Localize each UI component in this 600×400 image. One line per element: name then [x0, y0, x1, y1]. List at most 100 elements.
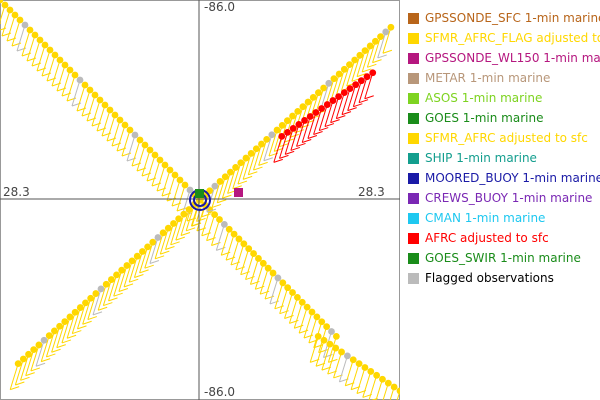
- wind-barb-staff: [51, 326, 61, 353]
- wind-barb-feather: [324, 123, 335, 128]
- wind-barb-staff: [126, 134, 136, 162]
- wind-barb-staff: [245, 253, 255, 280]
- observation-point: [279, 279, 287, 287]
- legend-swatch: [408, 152, 419, 164]
- wind-barb-staff: [16, 24, 26, 52]
- observation-point: [71, 308, 79, 316]
- wind-barb-staff: [87, 293, 97, 320]
- observation-point: [216, 178, 224, 185]
- wind-barb-staff: [185, 204, 195, 231]
- station-marker: [189, 188, 243, 211]
- observation-point: [237, 159, 245, 167]
- wind-barb-staff: [382, 382, 389, 400]
- wind-barb-feather: [242, 175, 253, 180]
- observation-point: [384, 379, 392, 387]
- observation-point: [166, 166, 174, 174]
- wind-barb-feather: [56, 344, 66, 349]
- observation-point: [344, 352, 351, 360]
- wind-barb-staff: [96, 104, 106, 132]
- observation-point: [16, 16, 24, 24]
- observation-point: [259, 259, 267, 267]
- wind-barb-staff: [215, 224, 225, 251]
- wind-barb-staff: [128, 256, 138, 283]
- observation-point: [159, 229, 167, 237]
- wind-barb-staff: [92, 288, 102, 316]
- observation-point: [255, 255, 262, 262]
- wind-barb-staff: [362, 371, 372, 398]
- wind-barb-staff: [227, 167, 237, 194]
- wind-barb-feather: [273, 158, 283, 163]
- wind-barb-feather: [341, 111, 352, 116]
- observation-point: [66, 66, 74, 74]
- wind-barb-feather: [129, 278, 139, 283]
- observation-point: [170, 220, 177, 227]
- observation-point: [102, 280, 110, 288]
- wind-barb-feather: [108, 297, 118, 302]
- observation-point: [11, 11, 19, 19]
- wind-barb-feather: [20, 376, 30, 381]
- wind-barb-staff: [175, 213, 185, 241]
- legend-swatch: [408, 32, 419, 44]
- wind-barb-staff: [309, 336, 319, 363]
- legend-label: METAR 1-min marine: [425, 71, 551, 85]
- wind-barb-feather: [98, 306, 108, 311]
- wind-barb-staff: [351, 55, 361, 82]
- wind-barb-staff: [321, 344, 331, 371]
- wind-barb-staff: [333, 351, 343, 379]
- wind-barb-staff: [66, 74, 76, 102]
- observation-point: [326, 340, 334, 348]
- wind-barb-feather: [61, 339, 72, 344]
- legend-item: ASOS 1-min marine: [408, 88, 600, 108]
- wind-barb-staff: [249, 258, 259, 285]
- wind-barb-staff: [372, 36, 382, 63]
- wind-barb-staff: [216, 176, 226, 203]
- wind-barb-staff: [289, 111, 299, 138]
- wind-barb-feather: [25, 372, 35, 377]
- observation-point: [96, 96, 104, 104]
- observation-point: [264, 264, 272, 272]
- wind-barb-staff: [220, 229, 230, 256]
- wind-barb-staff: [225, 233, 235, 261]
- wind-barb-staff: [273, 125, 283, 152]
- legend-label: GOES 1-min marine: [425, 111, 544, 125]
- wind-barb-staff: [116, 124, 126, 152]
- wind-barb-feather: [196, 217, 206, 222]
- wind-barb-staff: [45, 330, 55, 358]
- wind-barb-staff: [242, 153, 252, 180]
- observation-point: [332, 332, 340, 340]
- wind-barb-staff: [40, 335, 50, 362]
- wind-barb-staff: [341, 64, 350, 91]
- observation-point: [340, 65, 348, 73]
- wind-barb-staff: [237, 157, 247, 185]
- wind-barb-feather: [377, 54, 387, 59]
- wind-barb-feather: [123, 283, 134, 288]
- wind-barb-feather: [222, 194, 232, 199]
- observation-point: [116, 116, 124, 124]
- observation-point: [161, 161, 169, 169]
- wind-barb-staff: [141, 149, 151, 177]
- wind-barb-staff: [335, 69, 345, 96]
- observation-point: [136, 136, 144, 144]
- wind-barb-staff: [26, 34, 36, 62]
- observation-point: [357, 77, 365, 85]
- legend-label: Flagged observations: [425, 271, 554, 285]
- observation-point: [111, 111, 119, 119]
- wind-barb-feather: [113, 292, 123, 297]
- legend-swatch: [408, 192, 419, 204]
- observation-point: [40, 336, 48, 344]
- legend: GPSSONDE_SFC 1-min marine SFMR_AFRC_FLAG…: [408, 8, 600, 288]
- wind-barb-staff: [318, 104, 328, 131]
- legend-swatch: [408, 272, 419, 284]
- observation-point: [273, 126, 281, 134]
- wind-barb-staff: [139, 246, 149, 273]
- wind-barb-staff: [274, 282, 284, 309]
- wind-barb-staff: [327, 336, 337, 363]
- wind-barb-staff: [344, 359, 354, 386]
- observation-point: [312, 109, 320, 116]
- wind-barb-feather: [372, 59, 382, 64]
- wind-barb-staff: [82, 298, 92, 325]
- observation-point: [21, 21, 29, 29]
- observation-point: [301, 117, 308, 124]
- observation-point: [211, 211, 219, 219]
- observation-point: [171, 171, 179, 179]
